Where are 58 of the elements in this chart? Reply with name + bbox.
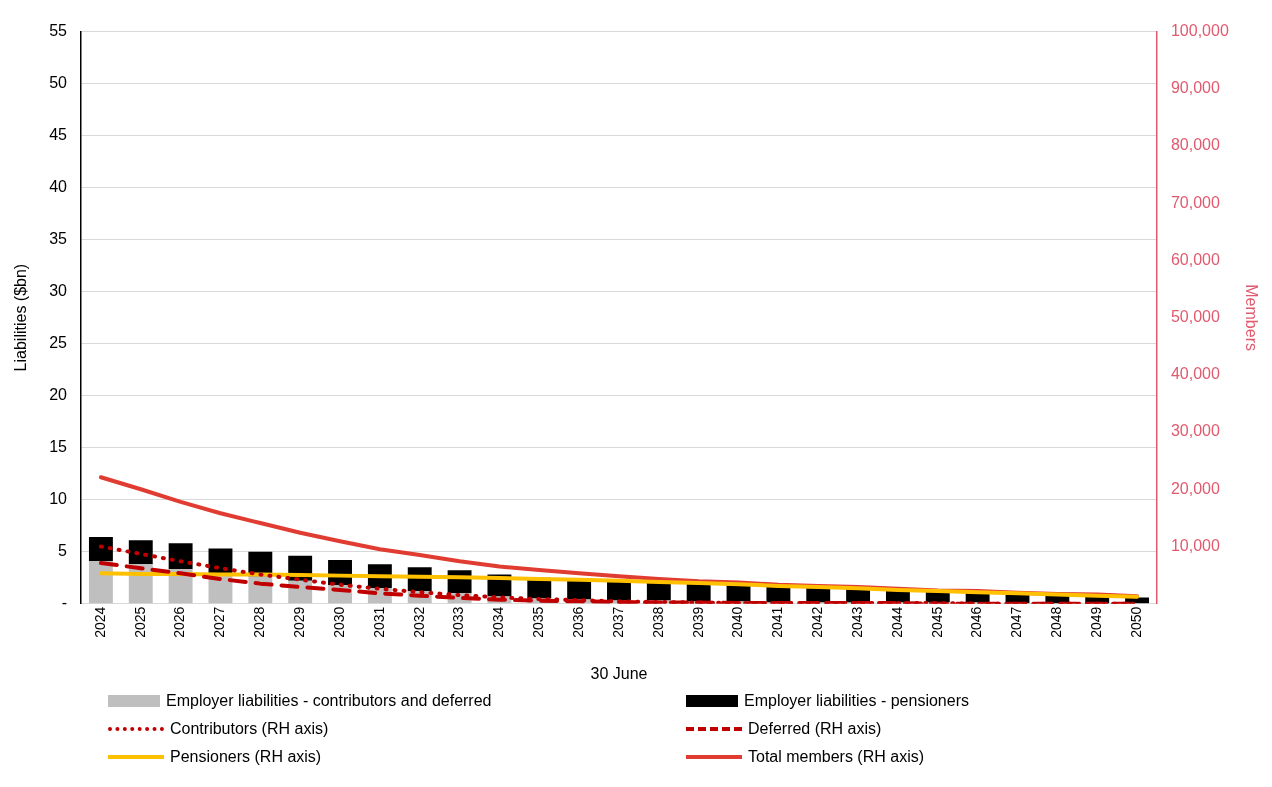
y-tick-label: 30 (49, 282, 68, 300)
x-tick-label: 2033 (450, 606, 467, 638)
x-tick-label: 2039 (689, 606, 706, 638)
x-axis-title: 30 June (590, 664, 648, 682)
y-tick-label: 45 (49, 126, 68, 144)
x-tick-label: 2026 (171, 606, 188, 638)
x-tick-label: 2045 (928, 606, 945, 638)
x-tick-label: 2043 (848, 606, 865, 638)
legend-label: Total members (RH axis) (748, 748, 925, 766)
x-tick-label: 2032 (410, 606, 427, 638)
legend-label: Pensioners (RH axis) (170, 748, 322, 766)
x-tick-label: 2035 (530, 606, 547, 638)
y-tick-label: 35 (49, 230, 68, 248)
x-tick-label: 2046 (968, 606, 985, 638)
x-tick-label: 2047 (1008, 606, 1025, 638)
y2-tick-label: 50,000 (1170, 308, 1220, 326)
x-tick-label: 2024 (91, 606, 108, 638)
y-tick-label: 25 (49, 334, 68, 352)
y-tick-label: 20 (49, 386, 68, 404)
y-tick-label: 40 (49, 178, 68, 196)
legend-label: Employer liabilities - pensioners (744, 692, 969, 710)
y2-tick-label: 20,000 (1170, 479, 1220, 497)
x-tick-label: 2048 (1048, 606, 1065, 638)
legend-label: Contributors (RH axis) (170, 720, 329, 738)
y2-tick-label: 40,000 (1170, 365, 1220, 383)
x-tick-label: 2049 (1088, 606, 1105, 638)
x-tick-label: 2027 (211, 606, 228, 638)
x-tick-label: 2029 (291, 606, 308, 638)
y2-tick-label: 70,000 (1170, 193, 1220, 211)
x-tick-label: 2050 (1127, 606, 1144, 638)
y2-tick-label: 100,000 (1170, 22, 1229, 40)
x-tick-label: 2034 (490, 606, 507, 638)
y-tick-label: 55 (49, 22, 68, 40)
x-tick-label: 2028 (251, 606, 268, 638)
x-tick-label: 2040 (729, 606, 746, 638)
y-tick-label: 10 (49, 490, 68, 508)
legend-label: Deferred (RH axis) (748, 720, 882, 738)
y2-tick-label: 60,000 (1170, 250, 1220, 268)
y2-tick-label: 30,000 (1170, 422, 1220, 440)
x-tick-label: 2025 (131, 606, 148, 638)
x-tick-label: 2038 (649, 606, 666, 638)
y-axis-title: Liabilities ($bn) (12, 263, 30, 372)
x-tick-label: 2044 (888, 606, 905, 638)
y2-tick-label: 80,000 (1170, 136, 1220, 154)
y2-tick-label: 10,000 (1170, 536, 1220, 554)
legend-label: Employer liabilities - contributors and deferred (166, 692, 492, 710)
y-tick-label: 5 (58, 542, 68, 560)
x-tick-label: 2042 (809, 606, 826, 638)
x-tick-label: 2037 (609, 606, 626, 638)
y-tick-label: - (61, 594, 67, 612)
y-tick-label: 50 (49, 74, 68, 92)
x-tick-label: 2041 (769, 606, 786, 638)
x-tick-label: 2030 (330, 606, 347, 638)
y-tick-label: 15 (49, 438, 68, 456)
x-tick-label: 2031 (370, 606, 387, 638)
x-tick-label: 2036 (569, 606, 586, 638)
y2-tick-label: 90,000 (1170, 79, 1220, 97)
y2-axis-title: Members (1242, 284, 1260, 351)
